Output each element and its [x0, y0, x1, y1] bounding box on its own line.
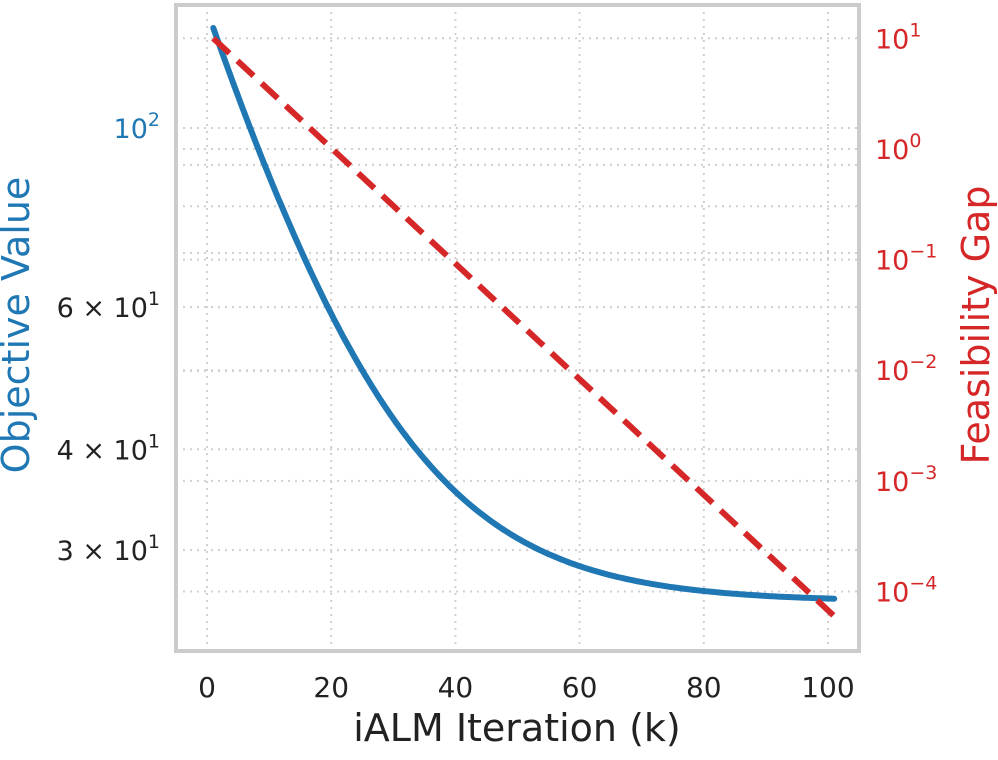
y-tick-label-left: 102	[114, 109, 160, 145]
y-axis-label-left: Objective Value	[0, 177, 38, 474]
y-tick-label-right: 10−1	[875, 241, 937, 277]
grid-layer	[176, 5, 859, 651]
x-tick-label: 100	[801, 671, 854, 704]
feasibility-gap-series	[211, 36, 837, 619]
tick-layer: 0 20 40 60 80 100 3 × 101 4 × 101 6 × 101 102 101 1…	[57, 19, 938, 704]
x-tick-label: 60	[562, 671, 598, 704]
y-axis-label-right: Feasibility Gap	[954, 186, 998, 465]
series-layer	[210, 25, 838, 619]
x-tick-label: 0	[198, 671, 216, 704]
y-tick-label-right: 101	[875, 19, 921, 55]
objective-value-series	[210, 25, 838, 602]
x-tick-label: 20	[313, 671, 349, 704]
y-tick-label-left: 4 × 101	[57, 430, 160, 466]
y-tick-label-right: 100	[875, 130, 921, 166]
y-tick-label-right: 10−3	[875, 462, 937, 498]
y-tick-label-left: 3 × 101	[57, 531, 160, 567]
y-tick-label-left: 6 × 101	[57, 288, 160, 324]
x-axis-label: iALM Iteration (k)	[353, 706, 681, 750]
x-tick-label: 80	[686, 671, 722, 704]
x-tick-label: 40	[438, 671, 474, 704]
y-tick-label-right: 10−2	[875, 351, 937, 387]
plot-frame	[174, 3, 861, 653]
y-tick-label-right: 10−4	[875, 573, 937, 609]
frame-layer	[174, 3, 861, 653]
